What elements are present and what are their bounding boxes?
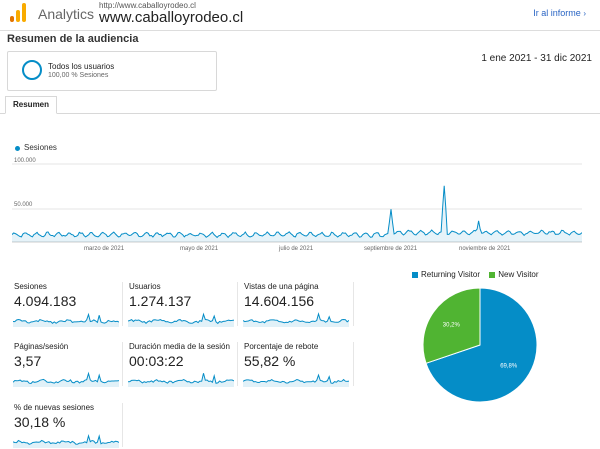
sessions-area <box>12 185 582 242</box>
metric-label: Duración media de la sesión <box>129 342 230 351</box>
metric-tile-avg-session-duration[interactable]: Duración media de la sesión 00:03:22 <box>127 342 239 400</box>
sparkline-line <box>13 371 119 385</box>
series-legend-dot <box>15 146 20 151</box>
metric-value: 00:03:22 <box>129 353 184 369</box>
property-url: http://www.caballoyrodeo.cl <box>99 1 196 10</box>
arrow-right-icon: › <box>583 9 586 18</box>
pie-legend: Returning Visitor New Visitor <box>412 270 546 279</box>
metric-value: 4.094.183 <box>14 293 77 309</box>
metric-value: 30,18 % <box>14 414 66 430</box>
series-legend-label[interactable]: Sesiones <box>24 143 57 152</box>
legend-swatch <box>412 272 418 278</box>
sparkline-line <box>128 312 234 325</box>
metric-label: Páginas/sesión <box>14 342 69 351</box>
tile-divider <box>237 342 238 386</box>
header-divider <box>0 30 600 31</box>
pie-legend-item-new[interactable]: New Visitor <box>489 270 539 279</box>
analytics-logo-icon <box>10 3 26 22</box>
tab-resumen[interactable]: Resumen <box>5 96 58 114</box>
sparkline-line <box>128 373 234 384</box>
metric-label: Usuarios <box>129 282 161 291</box>
x-tick-label: marzo de 2021 <box>84 246 125 252</box>
metric-tile-users[interactable]: Usuarios 1.274.137 <box>127 282 239 340</box>
sparkline <box>13 433 119 448</box>
segment-card[interactable]: Todos los usuarios 100,00 % Sesiones <box>7 51 217 91</box>
product-name: Analytics <box>38 6 95 22</box>
metric-value: 14.604.156 <box>244 293 315 309</box>
metric-value: 3,57 <box>14 353 42 369</box>
metric-label: Porcentaje de rebote <box>244 342 319 351</box>
sparkline <box>243 373 349 387</box>
sparkline-line <box>243 312 349 324</box>
legend-swatch <box>489 272 496 278</box>
page-title: Resumen de la audiencia <box>7 33 139 45</box>
legend-label: Returning Visitor <box>421 270 480 279</box>
tile-divider <box>237 282 238 326</box>
segment-name: Todos los usuarios <box>48 62 115 71</box>
pie-slice-new-visitor[interactable] <box>422 287 481 364</box>
sparkline <box>128 373 234 387</box>
property-name[interactable]: www.caballoyrodeo.cl <box>99 9 244 26</box>
metric-tile-pageviews[interactable]: Vistas de una página 14.604.156 <box>242 282 354 340</box>
tile-divider <box>353 342 354 386</box>
x-tick-label: mayo de 2021 <box>180 246 219 252</box>
metric-tile-pages-per-session[interactable]: Páginas/sesión 3,57 <box>12 342 124 400</box>
y-tick-label: 100.000 <box>14 158 36 164</box>
y-tick-label: 50.000 <box>14 202 33 208</box>
metric-tile-new-sessions[interactable]: % de nuevas sesiones 30,18 % <box>12 403 124 449</box>
metric-value: 1.274.137 <box>129 293 192 309</box>
metric-tile-bounce-rate[interactable]: Porcentaje de rebote 55,82 % <box>242 342 354 400</box>
pie-legend-item-returning[interactable]: Returning Visitor <box>412 270 480 279</box>
metric-value: 55,82 % <box>244 353 296 369</box>
sparkline <box>13 371 119 387</box>
segment-ring-icon <box>22 60 42 80</box>
tile-divider <box>122 403 123 447</box>
go-to-report-link[interactable]: Ir al informe › <box>533 8 586 18</box>
sparkline-area <box>128 373 234 387</box>
pie-slice-returning-visitor[interactable] <box>425 287 538 403</box>
x-tick-label: julio de 2021 <box>278 246 314 252</box>
metric-label: Sesiones <box>14 282 47 291</box>
pie-slice-label: 30,2% <box>443 322 461 328</box>
tile-divider <box>353 282 354 326</box>
sparkline-line <box>243 373 349 384</box>
sparkline-area <box>13 373 119 387</box>
tab-divider <box>0 113 600 114</box>
sparkline-line <box>13 312 119 324</box>
tile-divider <box>122 282 123 326</box>
sparkline-area <box>243 375 349 387</box>
tile-divider <box>122 342 123 386</box>
date-range-picker[interactable]: 1 ene 2021 - 31 dic 2021 <box>481 53 592 64</box>
x-tick-label: noviembre de 2021 <box>459 246 511 252</box>
sparkline <box>13 312 119 327</box>
pie-slice-label: 69,8% <box>500 364 518 370</box>
legend-label: New Visitor <box>498 270 539 279</box>
segment-percent: 100,00 % Sesiones <box>48 72 109 79</box>
sessions-line-chart: 100.000 50.000 marzo de 2021 mayo de 202… <box>12 158 582 252</box>
app-header: Analytics http://www.caballoyrodeo.cl ww… <box>0 0 600 30</box>
sessions-line <box>12 185 582 239</box>
sparkline-line <box>13 433 119 445</box>
sparkline <box>243 312 349 327</box>
visitor-type-pie-chart: 69,8% 30,2% <box>422 287 538 403</box>
x-tick-label: septiembre de 2021 <box>364 246 418 252</box>
sparkline <box>128 312 234 327</box>
metric-tile-sessions[interactable]: Sesiones 4.094.183 <box>12 282 124 340</box>
go-to-report-label: Ir al informe <box>533 8 581 18</box>
metric-label: % de nuevas sesiones <box>14 403 95 412</box>
metric-label: Vistas de una página <box>244 282 319 291</box>
